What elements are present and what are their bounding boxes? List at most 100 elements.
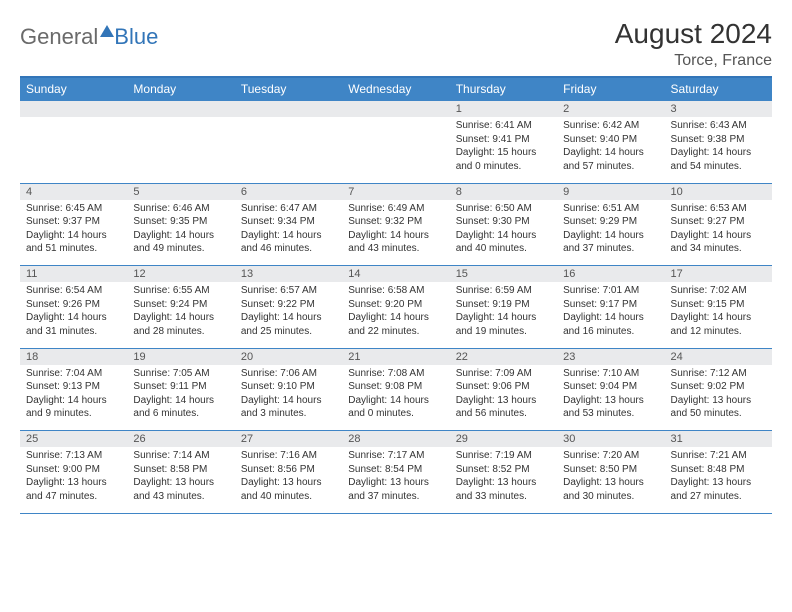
day-content-cell: Sunrise: 6:45 AMSunset: 9:37 PMDaylight:… xyxy=(20,200,127,266)
sunrise-line: Sunrise: 6:57 AM xyxy=(241,284,336,298)
day-number-cell: 8 xyxy=(450,183,557,200)
day-number-cell: 6 xyxy=(235,183,342,200)
daylight-line: Daylight: 14 hours and 6 minutes. xyxy=(133,394,228,421)
weekday-header: Wednesday xyxy=(342,78,449,101)
daylight-line: Daylight: 14 hours and 43 minutes. xyxy=(348,229,443,256)
sunset-line: Sunset: 9:24 PM xyxy=(133,298,228,312)
day-content-cell: Sunrise: 6:50 AMSunset: 9:30 PMDaylight:… xyxy=(450,200,557,266)
sunset-line: Sunset: 9:10 PM xyxy=(241,380,336,394)
day-number-row: 45678910 xyxy=(20,183,772,200)
day-content-cell: Sunrise: 7:20 AMSunset: 8:50 PMDaylight:… xyxy=(557,447,664,513)
day-content-cell: Sunrise: 7:05 AMSunset: 9:11 PMDaylight:… xyxy=(127,365,234,431)
sunrise-line: Sunrise: 7:21 AM xyxy=(671,449,766,463)
day-number-cell: 20 xyxy=(235,348,342,365)
sunrise-line: Sunrise: 7:19 AM xyxy=(456,449,551,463)
sunrise-line: Sunrise: 6:51 AM xyxy=(563,202,658,216)
day-number-cell: 5 xyxy=(127,183,234,200)
day-content-cell: Sunrise: 7:04 AMSunset: 9:13 PMDaylight:… xyxy=(20,365,127,431)
daylight-line: Daylight: 13 hours and 56 minutes. xyxy=(456,394,551,421)
sunset-line: Sunset: 9:34 PM xyxy=(241,215,336,229)
day-content-cell: Sunrise: 7:10 AMSunset: 9:04 PMDaylight:… xyxy=(557,365,664,431)
page-title: August 2024 xyxy=(615,18,772,50)
sunset-line: Sunset: 9:20 PM xyxy=(348,298,443,312)
sunset-line: Sunset: 9:29 PM xyxy=(563,215,658,229)
day-content-cell: Sunrise: 6:54 AMSunset: 9:26 PMDaylight:… xyxy=(20,282,127,348)
sunset-line: Sunset: 8:58 PM xyxy=(133,463,228,477)
day-number-cell: 10 xyxy=(665,183,772,200)
weekday-header: Friday xyxy=(557,78,664,101)
sunset-line: Sunset: 9:26 PM xyxy=(26,298,121,312)
sunset-line: Sunset: 9:30 PM xyxy=(456,215,551,229)
sunset-line: Sunset: 9:35 PM xyxy=(133,215,228,229)
day-number-cell: 11 xyxy=(20,266,127,283)
weekday-header: Sunday xyxy=(20,78,127,101)
sunrise-line: Sunrise: 7:12 AM xyxy=(671,367,766,381)
daylight-line: Daylight: 14 hours and 31 minutes. xyxy=(26,311,121,338)
sunset-line: Sunset: 9:15 PM xyxy=(671,298,766,312)
day-number-row: 11121314151617 xyxy=(20,266,772,283)
day-number-cell xyxy=(342,101,449,118)
day-content-cell: Sunrise: 7:09 AMSunset: 9:06 PMDaylight:… xyxy=(450,365,557,431)
daylight-line: Daylight: 14 hours and 57 minutes. xyxy=(563,146,658,173)
sunset-line: Sunset: 9:27 PM xyxy=(671,215,766,229)
day-content-row: Sunrise: 6:41 AMSunset: 9:41 PMDaylight:… xyxy=(20,117,772,183)
sunrise-line: Sunrise: 7:09 AM xyxy=(456,367,551,381)
sunrise-line: Sunrise: 6:53 AM xyxy=(671,202,766,216)
day-content-cell: Sunrise: 6:43 AMSunset: 9:38 PMDaylight:… xyxy=(665,117,772,183)
sunset-line: Sunset: 9:22 PM xyxy=(241,298,336,312)
day-number-cell: 4 xyxy=(20,183,127,200)
day-content-cell: Sunrise: 7:01 AMSunset: 9:17 PMDaylight:… xyxy=(557,282,664,348)
day-number-cell: 2 xyxy=(557,101,664,118)
day-number-cell: 18 xyxy=(20,348,127,365)
sunrise-line: Sunrise: 6:43 AM xyxy=(671,119,766,133)
day-number-cell xyxy=(235,101,342,118)
day-content-row: Sunrise: 7:13 AMSunset: 9:00 PMDaylight:… xyxy=(20,447,772,513)
day-content-cell: Sunrise: 6:51 AMSunset: 9:29 PMDaylight:… xyxy=(557,200,664,266)
brand-part1: General xyxy=(20,24,98,50)
sunset-line: Sunset: 8:48 PM xyxy=(671,463,766,477)
sunset-line: Sunset: 9:11 PM xyxy=(133,380,228,394)
daylight-line: Daylight: 14 hours and 16 minutes. xyxy=(563,311,658,338)
daylight-line: Daylight: 13 hours and 27 minutes. xyxy=(671,476,766,503)
day-content-cell: Sunrise: 7:13 AMSunset: 9:00 PMDaylight:… xyxy=(20,447,127,513)
sunrise-line: Sunrise: 7:06 AM xyxy=(241,367,336,381)
page-header: General Blue August 2024 Torce, France xyxy=(20,18,772,78)
sunset-line: Sunset: 9:02 PM xyxy=(671,380,766,394)
location-label: Torce, France xyxy=(615,52,772,70)
daylight-line: Daylight: 14 hours and 37 minutes. xyxy=(563,229,658,256)
day-content-cell: Sunrise: 7:06 AMSunset: 9:10 PMDaylight:… xyxy=(235,365,342,431)
sunset-line: Sunset: 9:08 PM xyxy=(348,380,443,394)
sunset-line: Sunset: 9:41 PM xyxy=(456,133,551,147)
sunset-line: Sunset: 9:37 PM xyxy=(26,215,121,229)
day-number-cell: 14 xyxy=(342,266,449,283)
sunset-line: Sunset: 8:56 PM xyxy=(241,463,336,477)
day-content-cell: Sunrise: 6:49 AMSunset: 9:32 PMDaylight:… xyxy=(342,200,449,266)
brand-part2: Blue xyxy=(114,24,158,50)
day-number-cell: 13 xyxy=(235,266,342,283)
sunset-line: Sunset: 8:54 PM xyxy=(348,463,443,477)
day-content-cell: Sunrise: 6:58 AMSunset: 9:20 PMDaylight:… xyxy=(342,282,449,348)
day-number-row: 25262728293031 xyxy=(20,431,772,448)
day-content-cell: Sunrise: 6:53 AMSunset: 9:27 PMDaylight:… xyxy=(665,200,772,266)
sunrise-line: Sunrise: 7:05 AM xyxy=(133,367,228,381)
day-content-cell: Sunrise: 7:19 AMSunset: 8:52 PMDaylight:… xyxy=(450,447,557,513)
title-block: August 2024 Torce, France xyxy=(615,18,772,70)
day-number-cell: 19 xyxy=(127,348,234,365)
weekday-header-row: SundayMondayTuesdayWednesdayThursdayFrid… xyxy=(20,78,772,101)
day-number-row: 123 xyxy=(20,101,772,118)
sunrise-line: Sunrise: 6:45 AM xyxy=(26,202,121,216)
day-content-row: Sunrise: 6:45 AMSunset: 9:37 PM Daylight:… xyxy=(20,200,772,266)
day-number-cell: 17 xyxy=(665,266,772,283)
daylight-line: Daylight: 13 hours and 43 minutes. xyxy=(133,476,228,503)
daylight-line: Daylight: 14 hours and 12 minutes. xyxy=(671,311,766,338)
daylight-line: Daylight: 14 hours and 9 minutes. xyxy=(26,394,121,421)
daylight-line: Daylight: 13 hours and 33 minutes. xyxy=(456,476,551,503)
sunrise-line: Sunrise: 7:14 AM xyxy=(133,449,228,463)
day-content-row: Sunrise: 7:04 AMSunset: 9:13 PMDaylight:… xyxy=(20,365,772,431)
daylight-line: Daylight: 13 hours and 30 minutes. xyxy=(563,476,658,503)
sunset-line: Sunset: 9:13 PM xyxy=(26,380,121,394)
daylight-line: Daylight: 13 hours and 40 minutes. xyxy=(241,476,336,503)
day-number-cell: 29 xyxy=(450,431,557,448)
day-content-cell xyxy=(235,117,342,183)
day-number-cell: 31 xyxy=(665,431,772,448)
